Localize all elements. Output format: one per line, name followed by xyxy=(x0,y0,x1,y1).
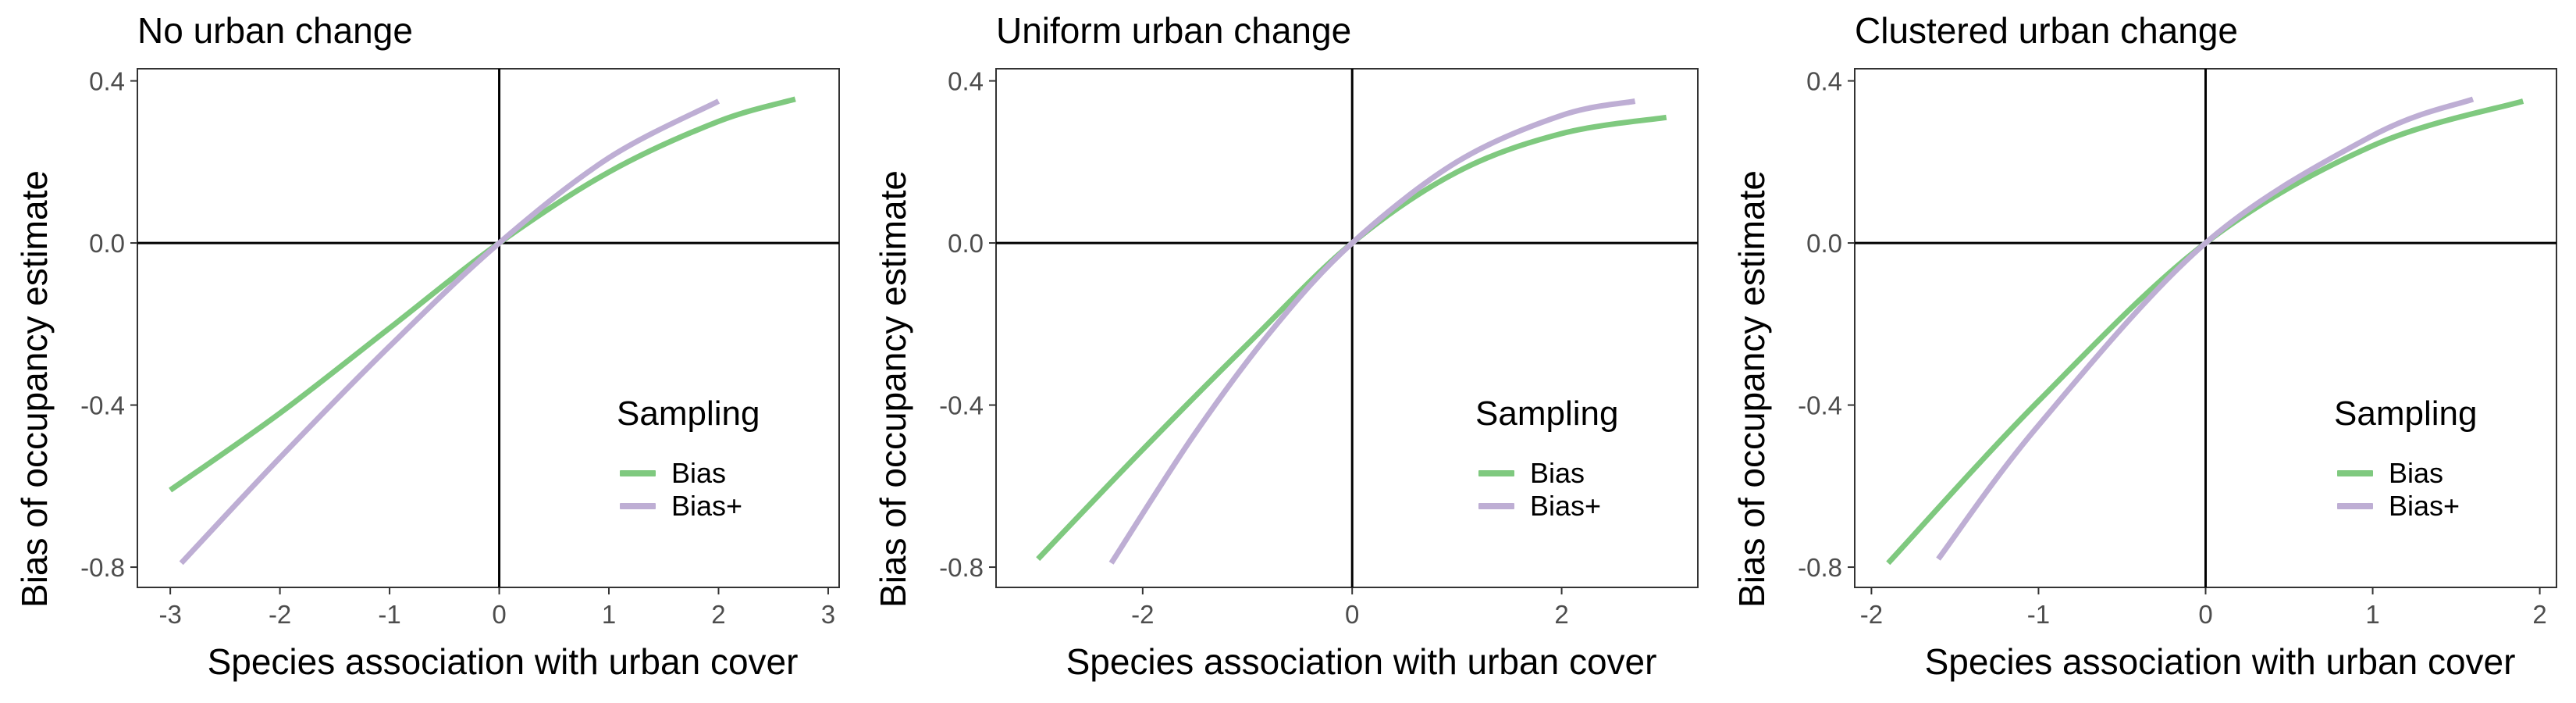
legend-item-bias: Bias xyxy=(2337,457,2509,489)
legend: Sampling Bias Bias+ xyxy=(2334,394,2514,527)
y-tick-label: 0.0 xyxy=(1806,229,1842,258)
y-axis-label: Bias of occupancy estimate xyxy=(873,170,913,608)
legend-item-bias-plus: Bias+ xyxy=(2337,490,2509,522)
legend-label-bias-plus: Bias+ xyxy=(671,490,743,522)
x-tick-label: 0 xyxy=(1345,600,1359,629)
series-line-bias-plus xyxy=(1108,98,1636,565)
chart-title: Clustered urban change xyxy=(1855,10,2238,51)
legend-item-bias-plus: Bias+ xyxy=(620,490,792,522)
legend: Sampling Bias Bias+ xyxy=(1475,394,1655,527)
x-tick-label: 2 xyxy=(2532,600,2546,629)
y-axis-label: Bias of occupancy estimate xyxy=(1731,170,1772,608)
chart-panel-1: No urban change -0.8 -0.4 0.0 0.4 -3 -2 -1 0 1 2 3… xyxy=(0,0,859,703)
x-tick-label: 2 xyxy=(1554,600,1568,629)
chart-title: Uniform urban change xyxy=(996,10,1352,51)
legend-label-bias: Bias xyxy=(1530,457,1585,489)
plot-border xyxy=(995,68,1699,588)
chart-panel-3: Clustered urban change -0.8 -0.4 0.0 0.4 -2-… xyxy=(1717,0,2576,703)
legend-swatch-bias-plus xyxy=(1478,503,1514,509)
legend-label-bias-plus: Bias+ xyxy=(1530,490,1602,522)
x-tick-label: -2 xyxy=(1860,600,1883,629)
legend: Sampling Bias Bias+ xyxy=(617,394,796,527)
plot-area: -0.8 -0.4 0.0 0.4 -2 0 2 xyxy=(939,67,1699,629)
legend-label-bias: Bias xyxy=(2389,457,2444,489)
x-tick-label: 0 xyxy=(492,600,506,629)
x-tick-label: 1 xyxy=(602,600,616,629)
x-axis-label: Species association with urban cover xyxy=(1924,641,2516,682)
x-tick-label: 2 xyxy=(711,600,725,629)
y-tick-label: -0.8 xyxy=(1798,553,1842,582)
legend-label-bias-plus: Bias+ xyxy=(2389,490,2460,522)
y-axis-label: Bias of occupancy estimate xyxy=(14,170,55,608)
series-line-bias-plus xyxy=(179,98,720,566)
legend-title: Sampling xyxy=(2334,394,2478,433)
x-tick-label: -3 xyxy=(158,600,181,629)
legend-swatch-bias xyxy=(2337,470,2373,476)
y-tick-label: -0.4 xyxy=(939,391,984,420)
legend-item-bias-plus: Bias+ xyxy=(1478,490,1650,522)
legend-label-bias: Bias xyxy=(671,457,727,489)
legend-swatch-bias xyxy=(620,470,656,476)
plot-area: -0.8 -0.4 0.0 0.4 -2 -1 0 1 2 xyxy=(1798,67,2557,629)
y-tick-label: 0.4 xyxy=(948,67,984,96)
legend-swatch-bias-plus xyxy=(620,503,656,509)
x-tick-label: 1 xyxy=(2365,600,2379,629)
y-tick-label: -0.4 xyxy=(80,391,125,420)
y-tick-label: -0.8 xyxy=(939,553,984,582)
series-line-bias-plus xyxy=(1936,96,2475,561)
x-tick-label: -1 xyxy=(378,600,400,629)
legend-swatch-bias-plus xyxy=(2337,503,2373,509)
legend-swatch-bias xyxy=(1478,470,1514,476)
y-tick-label: 0.4 xyxy=(89,67,125,96)
x-axis-label: Species association with urban cover xyxy=(207,641,799,682)
x-tick-label: -2 xyxy=(1131,600,1154,629)
y-tick-label: 0.0 xyxy=(89,229,125,258)
legend-title: Sampling xyxy=(1475,394,1619,433)
legend-item-bias: Bias xyxy=(1478,457,1650,489)
x-axis-label: Species association with urban cover xyxy=(1066,641,1657,682)
plot-area: -0.8 -0.4 0.0 0.4 -3 -2 -1 0 1 2 3 xyxy=(80,67,840,629)
legend-title: Sampling xyxy=(617,394,760,433)
chart-title: No urban change xyxy=(137,10,413,51)
y-tick-label: -0.8 xyxy=(80,553,125,582)
x-tick-label: 0 xyxy=(2198,600,2212,629)
x-tick-label: 3 xyxy=(821,600,835,629)
x-tick-label: -2 xyxy=(269,600,291,629)
x-tick-label: -1 xyxy=(2027,600,2050,629)
y-tick-label: -0.4 xyxy=(1798,391,1842,420)
y-tick-label: 0.0 xyxy=(948,229,984,258)
legend-item-bias: Bias xyxy=(620,457,792,489)
y-tick-label: 0.4 xyxy=(1806,67,1842,96)
plot-border xyxy=(137,68,840,588)
chart-panel-2: Uniform urban change -0.8 -0.4 0.0 0.4 -2 0 2 … xyxy=(859,0,1717,703)
